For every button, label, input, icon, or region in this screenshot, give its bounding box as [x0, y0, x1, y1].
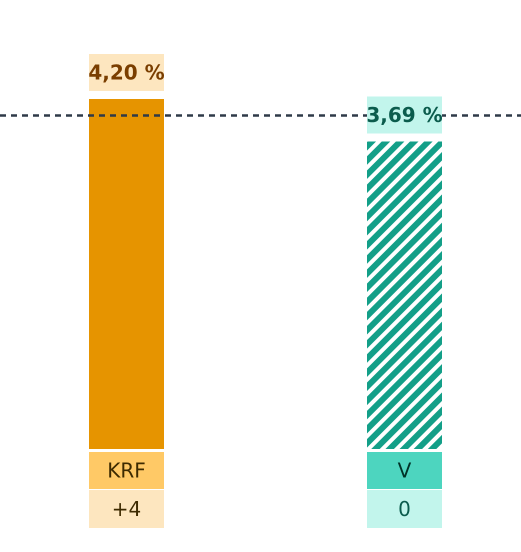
value-label-v: 3,69 % — [366, 96, 443, 134]
change-label-text: 0 — [398, 497, 411, 521]
bars-layer — [89, 99, 442, 449]
value-label-bg — [367, 96, 442, 134]
party-label-bg — [367, 452, 442, 489]
value-label-text: 4,20 % — [88, 61, 164, 85]
bar-krf — [89, 99, 164, 449]
party-label-bg — [89, 452, 164, 489]
bar-v — [367, 141, 442, 449]
party-label-text: KRF — [107, 459, 146, 483]
party-label-krf: KRF — [89, 452, 164, 489]
party-label-v: V — [367, 452, 442, 489]
value-label-text: 3,69 % — [366, 103, 442, 127]
labels-layer: 4,20 % KRF +4 3,69 % V 0 — [88, 54, 443, 528]
change-label-bg — [89, 490, 164, 528]
change-label-bg — [367, 490, 442, 528]
change-label-krf: +4 — [89, 490, 164, 528]
value-label-bg — [89, 54, 164, 91]
change-label-v: 0 — [367, 490, 442, 528]
value-label-krf: 4,20 % — [88, 54, 165, 91]
change-label-text: +4 — [112, 497, 141, 521]
party-label-text: V — [398, 459, 412, 483]
